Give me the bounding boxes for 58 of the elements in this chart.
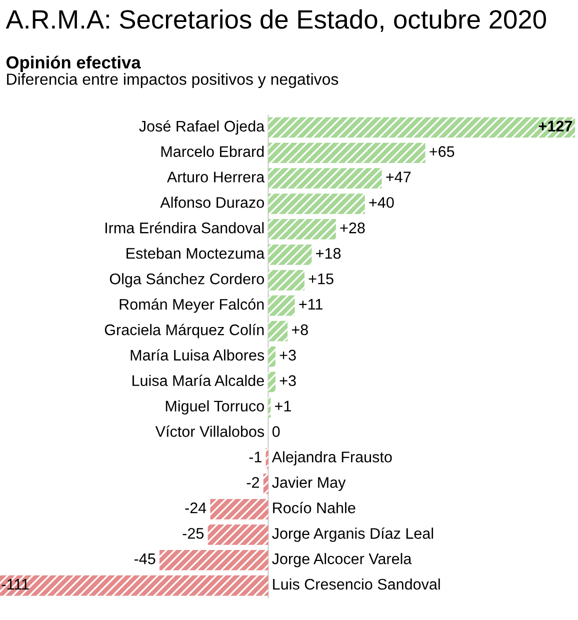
data-label: +47 — [386, 172, 411, 182]
chart-title: A.R.M.A: Secretarios de Estado, octubre 2020 — [6, 9, 546, 32]
bar — [268, 168, 382, 189]
y-tick-label: Marcelo Ebrard — [161, 146, 264, 157]
data-label: +18 — [316, 248, 341, 259]
bar — [268, 117, 576, 138]
data-label: +127 — [538, 120, 572, 132]
data-label: -45 — [134, 554, 156, 564]
y-tick-label: Víctor Villalobos — [155, 426, 264, 437]
data-label: -25 — [182, 528, 204, 539]
bar — [268, 244, 312, 265]
bar — [268, 142, 426, 164]
bar — [0, 575, 268, 596]
y-tick-label: Román Meyer Falcón — [120, 298, 264, 313]
y-tick-label: Luisa María Alcalde — [132, 374, 264, 386]
bar — [268, 270, 304, 290]
data-label: +11 — [299, 299, 322, 310]
bar — [210, 499, 268, 520]
data-label: -24 — [185, 502, 206, 514]
y-tick-label: Olga Sánchez Cordero — [110, 272, 264, 288]
y-tick-label: Rocío Nahle — [273, 502, 356, 514]
bar — [208, 524, 268, 545]
y-tick-label: Arturo Herrera — [167, 172, 265, 182]
y-tick-label: Javier May — [272, 476, 346, 491]
data-label: +65 — [430, 146, 454, 157]
bar — [159, 550, 268, 570]
data-label: +15 — [308, 274, 334, 284]
y-tick-label: Graciela Márquez Colín — [104, 324, 264, 338]
data-label: +1 — [275, 400, 291, 412]
text: Diferencia entre impactos positivos y negativos — [7, 73, 338, 88]
y-tick-label: Jorge Arganis Díaz Leal — [272, 527, 434, 542]
y-tick-label: José Rafael Ojeda — [139, 120, 265, 135]
y-tick-label: Luis Cresencio Sandoval — [273, 578, 440, 590]
bar — [268, 219, 336, 240]
data-label: +28 — [340, 222, 365, 234]
y-tick-label: Miguel Torruco — [166, 400, 264, 415]
data-label: +3 — [280, 375, 296, 386]
bar — [268, 397, 271, 418]
chart-subtitle: Opinión efectiva — [6, 56, 141, 72]
data-label: -2 — [246, 477, 259, 488]
y-tick-label: Esteban Moctezuma — [126, 248, 265, 259]
y-tick-label: Jorge Alcocer Varela — [272, 553, 412, 568]
data-label: +8 — [292, 324, 308, 336]
y-tick-label: Alejandra Frausto — [272, 451, 392, 466]
data-label: +40 — [369, 197, 394, 208]
bar — [268, 295, 295, 316]
bar — [268, 194, 365, 214]
data-label: 0 — [272, 426, 280, 437]
data-label: -1 — [249, 452, 262, 462]
y-tick-label: Irma Eréndira Sandoval — [106, 222, 264, 234]
y-tick-label: María Luisa Albores — [130, 349, 264, 361]
bar — [268, 372, 276, 392]
data-label: +3 — [280, 350, 296, 361]
y-tick-label: Alfonso Durazo — [160, 196, 264, 208]
bar — [268, 320, 288, 342]
bar — [263, 474, 268, 494]
data-label: -111 — [2, 579, 29, 590]
bar — [268, 346, 276, 367]
